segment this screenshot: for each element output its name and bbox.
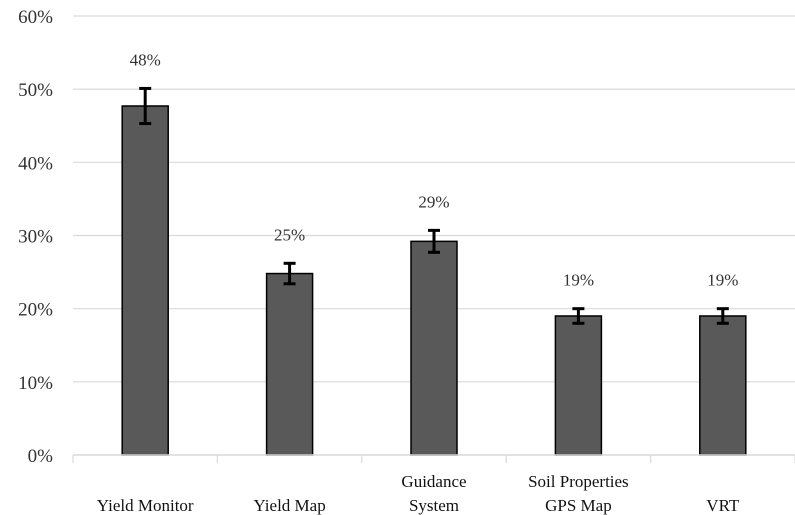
y-tick-label: 0% bbox=[28, 446, 54, 467]
y-tick-label: 60% bbox=[18, 7, 53, 28]
bar bbox=[554, 315, 603, 456]
bar bbox=[265, 272, 314, 456]
category-label: Soil Properties bbox=[528, 472, 629, 491]
category-label: Yield Monitor bbox=[97, 496, 194, 515]
y-axis-tick-labels: 0% 10% 20% 30% 40% 50% 60% bbox=[18, 7, 53, 467]
data-label: 29% bbox=[418, 192, 449, 211]
data-labels: 48% 25% 29% 19% 19% bbox=[130, 50, 739, 289]
y-tick-label: 30% bbox=[18, 227, 53, 248]
bars bbox=[121, 105, 747, 456]
x-axis-category-labels: Yield Monitor Yield Map Guidance System Soil… bbox=[97, 472, 740, 515]
x-axis bbox=[72, 454, 795, 463]
data-label: 19% bbox=[563, 271, 594, 290]
y-tick-label: 40% bbox=[18, 153, 53, 174]
data-label: 25% bbox=[274, 225, 305, 244]
category-label: Guidance bbox=[401, 472, 466, 491]
bar bbox=[699, 315, 747, 456]
y-tick-label: 10% bbox=[18, 373, 53, 394]
error-bars bbox=[139, 86, 729, 325]
category-label: GPS Map bbox=[545, 496, 612, 515]
y-tick-label: 50% bbox=[18, 80, 53, 101]
data-label: 19% bbox=[707, 271, 738, 290]
bar bbox=[121, 105, 169, 456]
y-tick-label: 20% bbox=[18, 300, 53, 321]
category-label: VRT bbox=[706, 496, 740, 515]
data-label: 48% bbox=[130, 50, 161, 69]
category-label: System bbox=[409, 496, 459, 515]
category-label: Yield Map bbox=[253, 496, 325, 515]
bar bbox=[410, 240, 458, 456]
